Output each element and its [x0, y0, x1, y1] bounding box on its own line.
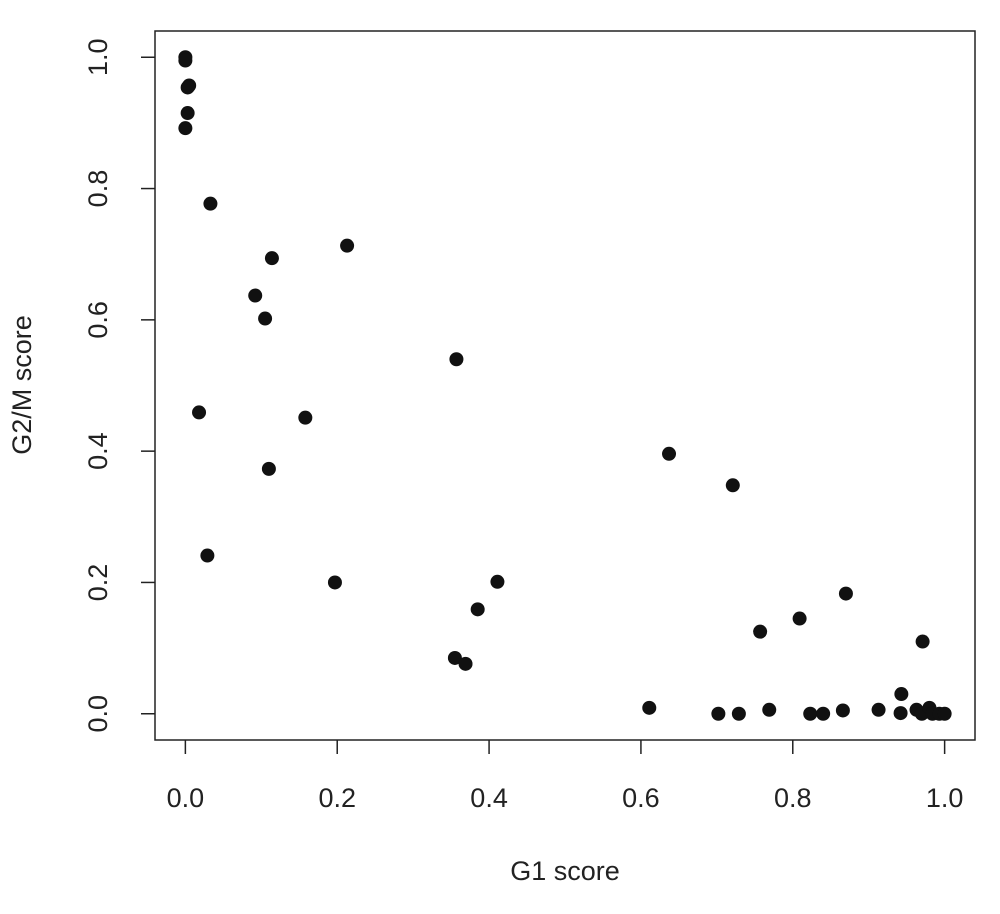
point — [725, 478, 740, 493]
point — [264, 251, 279, 266]
point — [893, 706, 908, 721]
point — [180, 80, 195, 95]
x-tick-label: 0.0 — [167, 783, 205, 813]
y-tick-label: 0.0 — [83, 695, 113, 733]
point — [258, 311, 273, 326]
x-tick-label: 0.6 — [622, 783, 660, 813]
y-tick-label: 0.4 — [83, 432, 113, 470]
point — [762, 702, 777, 717]
y-tick-label: 0.8 — [83, 170, 113, 208]
point — [490, 574, 505, 589]
point — [248, 288, 263, 303]
point — [180, 106, 195, 121]
point — [816, 706, 831, 721]
point — [298, 410, 313, 425]
point — [871, 702, 886, 717]
point — [203, 196, 218, 211]
point — [792, 611, 807, 626]
point — [915, 634, 930, 649]
point — [200, 548, 215, 563]
point — [470, 602, 485, 617]
y-tick-label: 0.2 — [83, 564, 113, 602]
point — [803, 706, 818, 721]
point — [753, 624, 768, 639]
x-tick-label: 0.2 — [318, 783, 356, 813]
y-axis-label: G2/M score — [7, 315, 37, 455]
x-axis-label: G1 score — [510, 856, 620, 886]
point — [894, 687, 909, 702]
x-tick-label: 1.0 — [926, 783, 964, 813]
x-tick-label: 0.4 — [470, 783, 508, 813]
y-tick-label: 0.6 — [83, 301, 113, 339]
point — [178, 121, 193, 136]
point — [937, 706, 952, 721]
point — [838, 586, 853, 601]
point — [731, 706, 746, 721]
point — [662, 446, 677, 461]
point — [340, 238, 355, 253]
point — [642, 700, 657, 715]
point — [711, 706, 726, 721]
point — [192, 405, 207, 420]
y-tick-label: 1.0 — [83, 38, 113, 76]
plot-box — [154, 30, 976, 741]
point — [327, 575, 342, 590]
point — [835, 703, 850, 718]
point — [261, 461, 276, 476]
point — [447, 650, 462, 665]
point — [449, 352, 464, 367]
x-tick-label: 0.8 — [774, 783, 812, 813]
point — [458, 656, 473, 671]
point — [178, 53, 193, 68]
